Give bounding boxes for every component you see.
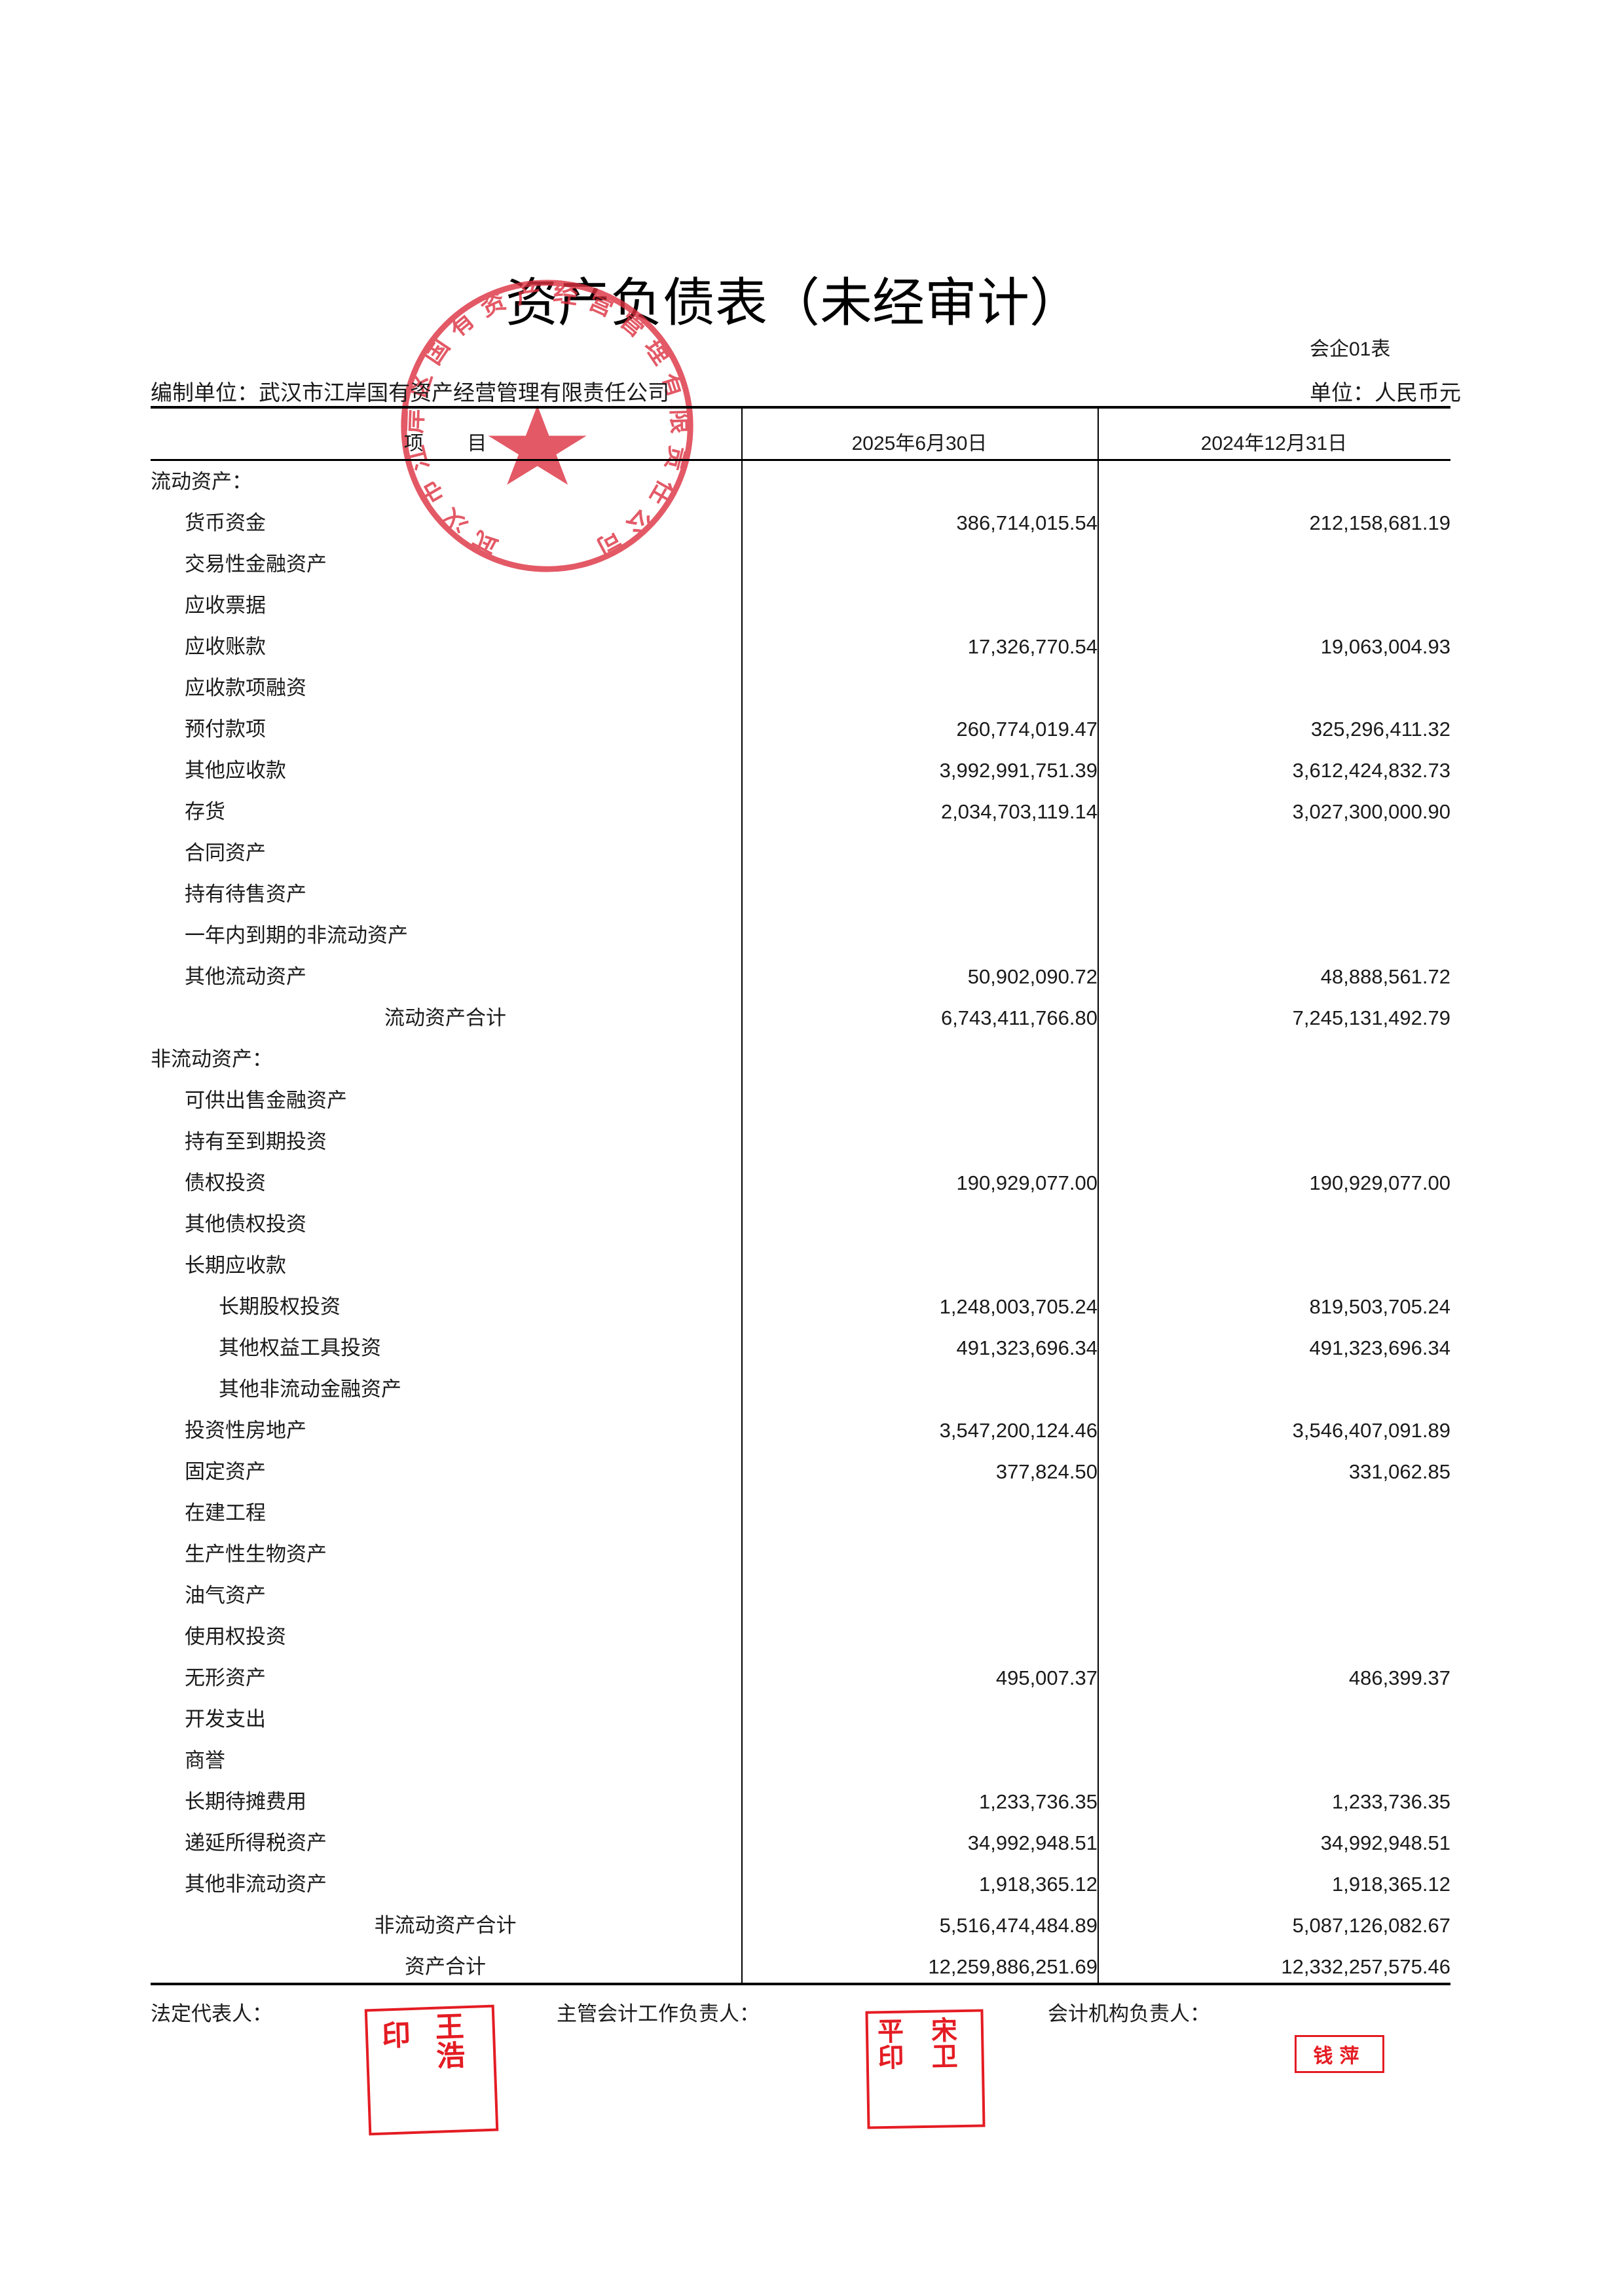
svg-text:经: 经	[551, 278, 580, 309]
svg-text:国: 国	[418, 333, 454, 369]
svg-text:有: 有	[443, 305, 479, 342]
svg-text:理: 理	[640, 333, 676, 369]
svg-text:管: 管	[615, 305, 652, 342]
svg-text:产: 产	[515, 278, 543, 309]
